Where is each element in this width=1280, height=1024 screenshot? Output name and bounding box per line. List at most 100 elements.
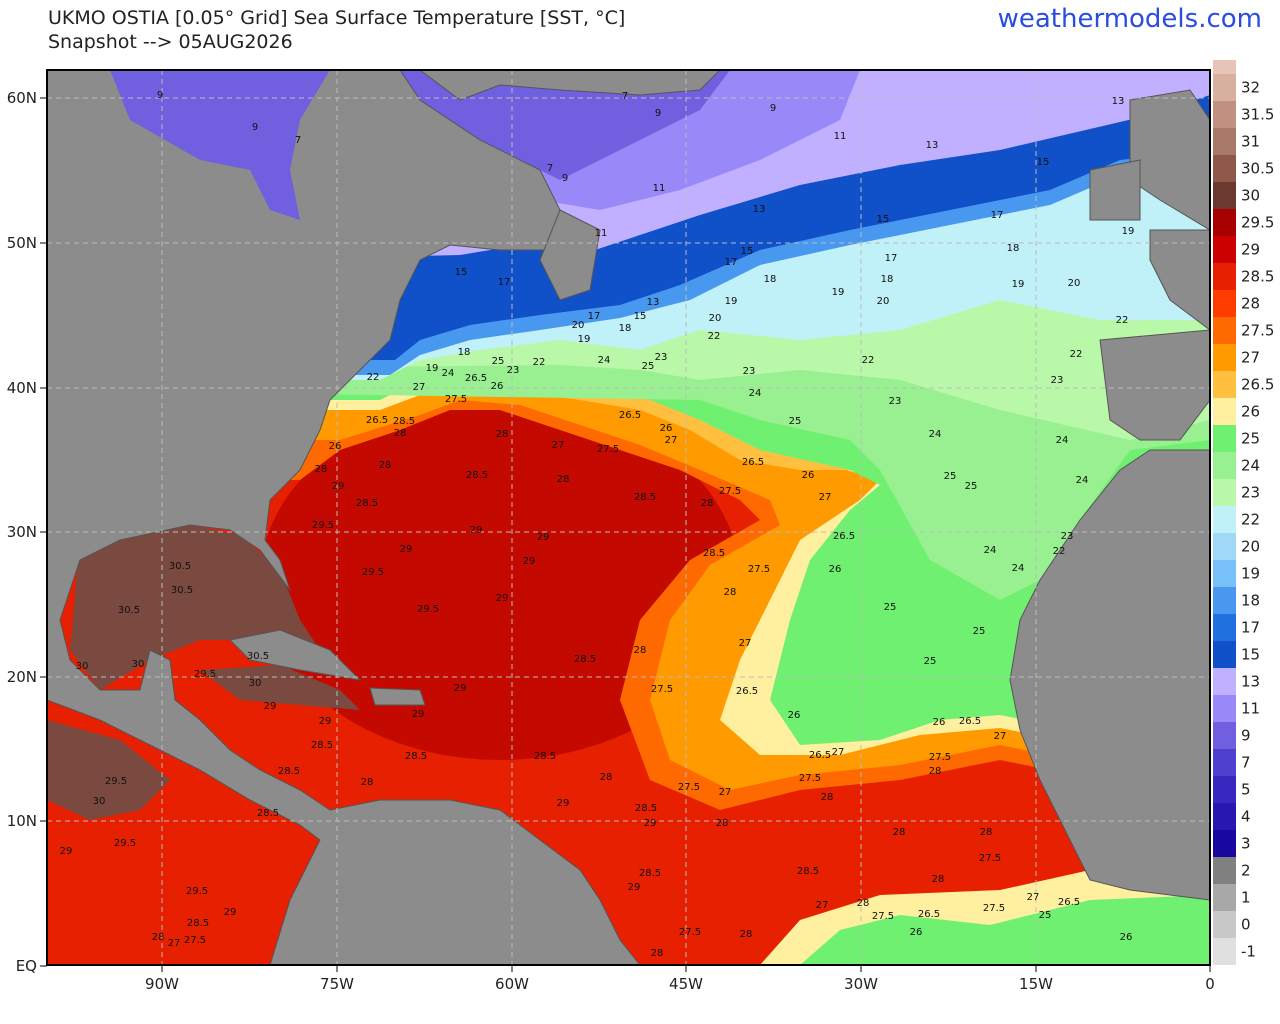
colorbar-label: 28.5	[1241, 268, 1274, 286]
colorbar-swatch	[1213, 101, 1236, 128]
contour-label: 20	[1068, 278, 1081, 289]
colorbar-swatch	[1213, 74, 1236, 101]
colorbar-swatch	[1213, 614, 1236, 641]
colorbar-swatch	[1213, 506, 1236, 533]
contour-label: 24	[749, 388, 762, 399]
contour-label: 28.5	[278, 766, 300, 777]
colorbar-swatch	[1213, 479, 1236, 506]
contour-label: 27	[819, 492, 832, 503]
contour-label: 20	[572, 320, 585, 331]
hudson-bay	[110, 70, 330, 220]
contour-label: 25	[973, 626, 986, 637]
contour-label: 26	[802, 470, 815, 481]
contour-label: 23	[889, 396, 902, 407]
colorbar-swatch	[1213, 290, 1236, 317]
map-subtitle: Snapshot --> 05AUG2026	[48, 31, 293, 53]
contour-label: 28.5	[703, 548, 725, 559]
contour-label: 25	[884, 602, 897, 613]
contour-label: 19	[1122, 226, 1135, 237]
colorbar-swatch	[1213, 155, 1236, 182]
contour-label: 9	[562, 173, 568, 184]
contour-label: 25	[965, 481, 978, 492]
lon-label: 75W	[320, 975, 354, 993]
colorbar-swatch	[1213, 911, 1236, 938]
contour-label: 28	[394, 428, 407, 439]
contour-label: 28	[496, 429, 509, 440]
map	[47, 70, 1210, 965]
contour-label: 27.5	[872, 911, 894, 922]
contour-label: 26	[491, 381, 504, 392]
contour-label: 28	[701, 498, 714, 509]
contour-label: 28	[929, 766, 942, 777]
contour-label: 27.5	[719, 486, 741, 497]
contour-label: 29	[224, 907, 237, 918]
contour-label: 9	[655, 108, 661, 119]
contour-label: 26.5	[619, 410, 641, 421]
contour-label: 27.5	[679, 927, 701, 938]
colorbar-label: 1	[1241, 889, 1251, 907]
contour-label: 27	[719, 787, 732, 798]
colorbar-swatch	[1213, 560, 1236, 587]
colorbar-label: 29	[1241, 241, 1260, 259]
lon-label: 45W	[669, 975, 703, 993]
contour-label: 29	[523, 556, 536, 567]
contour-label: 26	[829, 564, 842, 575]
contour-label: 19	[725, 296, 738, 307]
contour-label: 29	[332, 481, 345, 492]
contour-label: 29	[319, 716, 332, 727]
colorbar-label: 22	[1241, 511, 1260, 529]
contour-label: 17	[725, 257, 738, 268]
lon-label: 0	[1205, 975, 1215, 993]
contour-label: 29.5	[114, 838, 136, 849]
contour-label: 18	[619, 323, 632, 334]
contour-label: 29	[400, 544, 413, 555]
colorbar-swatch	[1213, 695, 1236, 722]
contour-label: 9	[157, 90, 163, 101]
contour-label: 28.5	[639, 868, 661, 879]
contour-label: 25	[492, 356, 505, 367]
lon-label: 90W	[145, 975, 179, 993]
lat-label: 20N	[7, 668, 37, 686]
colorbar-label: 23	[1241, 484, 1260, 502]
contour-label: 11	[653, 183, 666, 194]
contour-label: 11	[595, 228, 608, 239]
colorbar-swatch	[1213, 803, 1236, 830]
contour-label: 9	[770, 103, 776, 114]
contour-label: 29	[557, 798, 570, 809]
contour-label: 27.5	[678, 782, 700, 793]
contour-label: 28	[361, 777, 374, 788]
contour-label: 28.5	[466, 470, 488, 481]
contour-label: 17	[885, 253, 898, 264]
colorbar-swatch	[1213, 641, 1236, 668]
colorbar-swatch	[1213, 236, 1236, 263]
contour-label: 15	[741, 246, 754, 257]
contour-label: 26.5	[918, 909, 940, 920]
sst-zone	[800, 895, 1210, 965]
contour-label: 29	[537, 532, 550, 543]
contour-label: 28.5	[393, 416, 415, 427]
contour-label: 7	[547, 163, 553, 174]
contour-label: 24	[598, 355, 611, 366]
map-frame	[46, 69, 1211, 966]
colorbar-label: 27.5	[1241, 322, 1274, 340]
contour-label: 27	[665, 435, 678, 446]
colorbar-label: 7	[1241, 754, 1251, 772]
contour-label: 24	[984, 545, 997, 556]
contour-label: 25	[789, 416, 802, 427]
contour-label: 30	[249, 678, 262, 689]
contour-label: 26.5	[809, 750, 831, 761]
contour-label: 24	[1012, 563, 1025, 574]
contour-label: 28	[724, 587, 737, 598]
contour-label: 17	[588, 311, 601, 322]
contour-label: 26.5	[742, 457, 764, 468]
contour-label: 15	[634, 311, 647, 322]
contour-label: 28	[857, 898, 870, 909]
contour-label: 22	[533, 357, 546, 368]
contour-label: 27.5	[184, 935, 206, 946]
contour-label: 27	[168, 938, 181, 949]
colorbar-swatch	[1213, 425, 1236, 452]
contour-label: 24	[929, 429, 942, 440]
colorbar-label: 27	[1241, 349, 1260, 367]
